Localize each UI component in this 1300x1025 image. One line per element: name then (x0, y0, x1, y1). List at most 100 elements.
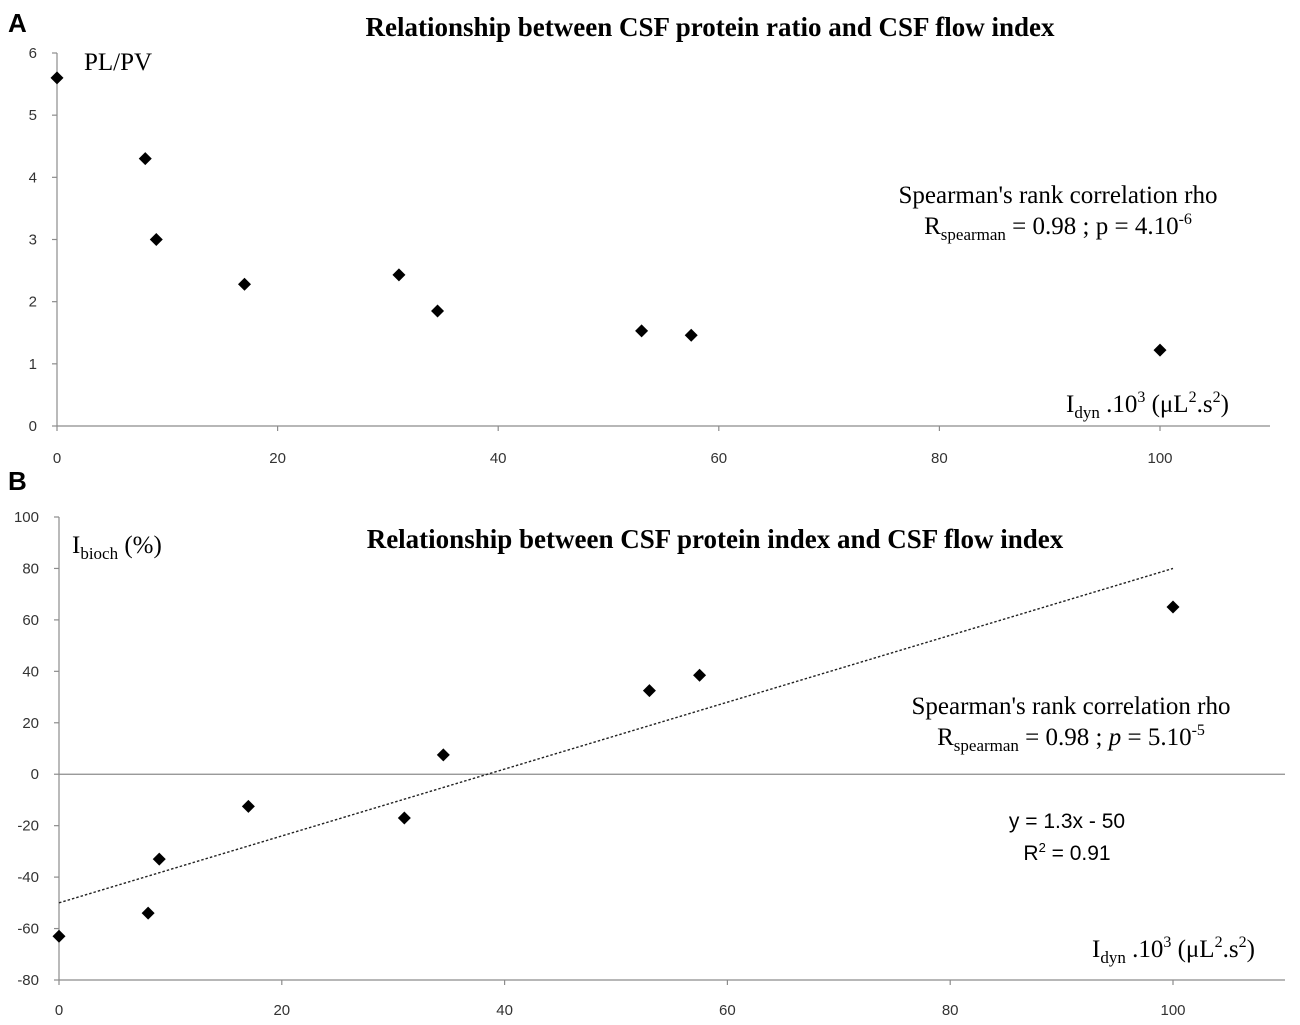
chart-b-data-point (241, 799, 255, 813)
chart-a-r-base: R (924, 213, 941, 240)
chart-b-ylabel-base: I (72, 532, 80, 559)
chart-a-data-point (392, 268, 406, 282)
chart-b-ytick-label: 20 (22, 715, 39, 732)
chart-b-equation: y = 1.3x - 50 (1009, 810, 1125, 833)
chart-b-xtick-label: 60 (719, 1002, 736, 1019)
chart-b-ytick-label: 40 (22, 663, 39, 680)
chart-b-data-point (1166, 600, 1180, 614)
chart-a-xtick-label: 80 (931, 450, 948, 467)
chart-a-xlabel-base: I (1066, 391, 1074, 418)
chart-b-r-base: R (937, 724, 954, 751)
chart-b-trendline (58, 567, 1174, 904)
chart-a-data-point (149, 233, 163, 246)
chart-a-xlabel-open: (μL (1145, 391, 1188, 418)
chart-b-ytick-label: 100 (14, 509, 39, 526)
chart-b-ytick-label: -60 (17, 921, 39, 938)
chart-b-title: Relationship between CSF protein index a… (367, 524, 1064, 554)
chart-b-data-point (141, 906, 155, 920)
chart-b-annotation-line1: Spearman's rank correlation rho (912, 693, 1231, 720)
chart-a-xlabel-sup1: 3 (1137, 389, 1145, 406)
chart-b-data-point (397, 811, 411, 825)
chart-b-ytick-label: 60 (22, 612, 39, 629)
chart-b-xtick-label: 100 (1160, 1002, 1185, 1019)
chart-b-xtick-label: 80 (942, 1002, 959, 1019)
chart-b-ytick-label: -20 (17, 818, 39, 835)
chart-b-ylabel-sub: bioch (80, 544, 118, 563)
chart-b-r2-base: R (1023, 842, 1038, 865)
chart-b-data-point (693, 668, 707, 682)
chart-a-data-point (50, 71, 64, 85)
chart-b-r2-text: = 0.91 (1046, 842, 1111, 865)
chart-b-xlabel-sup2: 2 (1215, 934, 1223, 951)
chart-a-title: Relationship between CSF protein ratio a… (365, 12, 1055, 42)
chart-a-data-point (635, 324, 649, 338)
chart-a-xlabel-sup3: 2 (1213, 389, 1221, 406)
panel-b-letter: B (8, 466, 27, 496)
chart-b-data-point (436, 748, 450, 762)
chart-a-ytick-label: 6 (29, 45, 37, 62)
chart-b-xlabel-close: ) (1247, 936, 1255, 963)
chart-b-xlabel: Idyn .103 (μL2.s2) (1092, 934, 1255, 967)
chart-b-ylabel: Ibioch (%) (72, 532, 162, 563)
chart-a-data-point (1153, 343, 1167, 357)
chart-a-xtick-label: 60 (710, 450, 727, 467)
chart-a-data-point (431, 304, 445, 318)
chart-b-data-point (642, 684, 656, 698)
chart-a-ytick-label: 1 (29, 356, 37, 373)
chart-a-data-point (684, 328, 698, 342)
chart-a-xtick-label: 100 (1147, 450, 1172, 467)
chart-a-xlabel-mid: .10 (1100, 391, 1138, 418)
chart-a-xlabel: Idyn .103 (μL2.s2) (1066, 389, 1229, 422)
chart-a-ytick-label: 0 (29, 418, 37, 435)
chart-a-xlabel-close: ) (1221, 391, 1229, 418)
panel-a-letter: A (8, 8, 27, 38)
chart-a-ytick-label: 2 (29, 294, 37, 311)
chart-a-annotation-line2: Rspearman = 0.98 ; p = 4.10-6 (924, 211, 1192, 244)
chart-a-ylabel: PL/PV (84, 49, 152, 76)
chart-b-xtick-label: 0 (55, 1002, 63, 1019)
chart-a-xtick-label: 20 (269, 450, 286, 467)
chart-a-r-sup: -6 (1179, 211, 1192, 228)
chart-a-ytick-label: 3 (29, 232, 37, 249)
chart-a-annotation-line1: Spearman's rank correlation rho (899, 182, 1218, 209)
chart-b-plot-area: -80 -60 -40 -20 0 20 40 60 80 100 0 20 40 60 80 100 (14, 509, 1285, 1019)
chart-b-data-point (52, 929, 66, 943)
chart-b-xlabel-base: I (1092, 936, 1100, 963)
chart-a-xlabel-sub: dyn (1074, 403, 1100, 422)
chart-b-xtick-label: 20 (273, 1002, 290, 1019)
chart-a-xlabel-sup2: 2 (1189, 389, 1197, 406)
chart-b-xlabel-sub: dyn (1100, 948, 1126, 967)
chart-b-xlabel-open: (μL (1171, 936, 1214, 963)
chart-a-r-text: = 0.98 ; p = 4.10 (1006, 213, 1179, 240)
chart-b-ytick-label: 80 (22, 560, 39, 577)
chart-b-r2-sup: 2 (1039, 840, 1046, 855)
chart-a-data-point (238, 277, 252, 291)
panel-b: Relationship between CSF protein index a… (14, 509, 1285, 1019)
chart-b-ytick-label: -80 (17, 972, 39, 989)
chart-b-xlabel-mid: .10 (1126, 936, 1164, 963)
chart-a-xlabel-dot: .s (1197, 391, 1213, 418)
chart-b-p-val: = 5.10 (1121, 724, 1191, 751)
chart-a-data-point (138, 152, 152, 166)
chart-b-ytick-label: -40 (17, 869, 39, 886)
chart-b-r-sup: -5 (1192, 722, 1205, 739)
chart-b-xlabel-sup1: 3 (1163, 934, 1171, 951)
chart-b-p-text: p (1107, 724, 1122, 751)
chart-b-data-point (152, 852, 166, 866)
chart-b-r-squared: R2 = 0.91 (1023, 840, 1110, 865)
panel-a: Relationship between CSF protein ratio a… (29, 12, 1270, 467)
chart-a-xtick-label: 40 (490, 450, 507, 467)
chart-b-xlabel-sup3: 2 (1239, 934, 1247, 951)
chart-b-ylabel-rest: (%) (118, 532, 162, 559)
chart-b-xlabel-dot: .s (1223, 936, 1239, 963)
chart-b-xtick-label: 40 (496, 1002, 513, 1019)
chart-b-r-text: = 0.98 ; (1019, 724, 1109, 751)
chart-b-r-sub: spearman (954, 736, 1020, 755)
chart-b-annotation-line2: Rspearman = 0.98 ; p = 5.10-5 (937, 722, 1205, 755)
chart-a-ytick-label: 4 (29, 169, 37, 186)
chart-a-r-sub: spearman (941, 225, 1007, 244)
chart-a-xtick-label: 0 (53, 450, 61, 467)
chart-b-ytick-label: 0 (31, 766, 39, 783)
